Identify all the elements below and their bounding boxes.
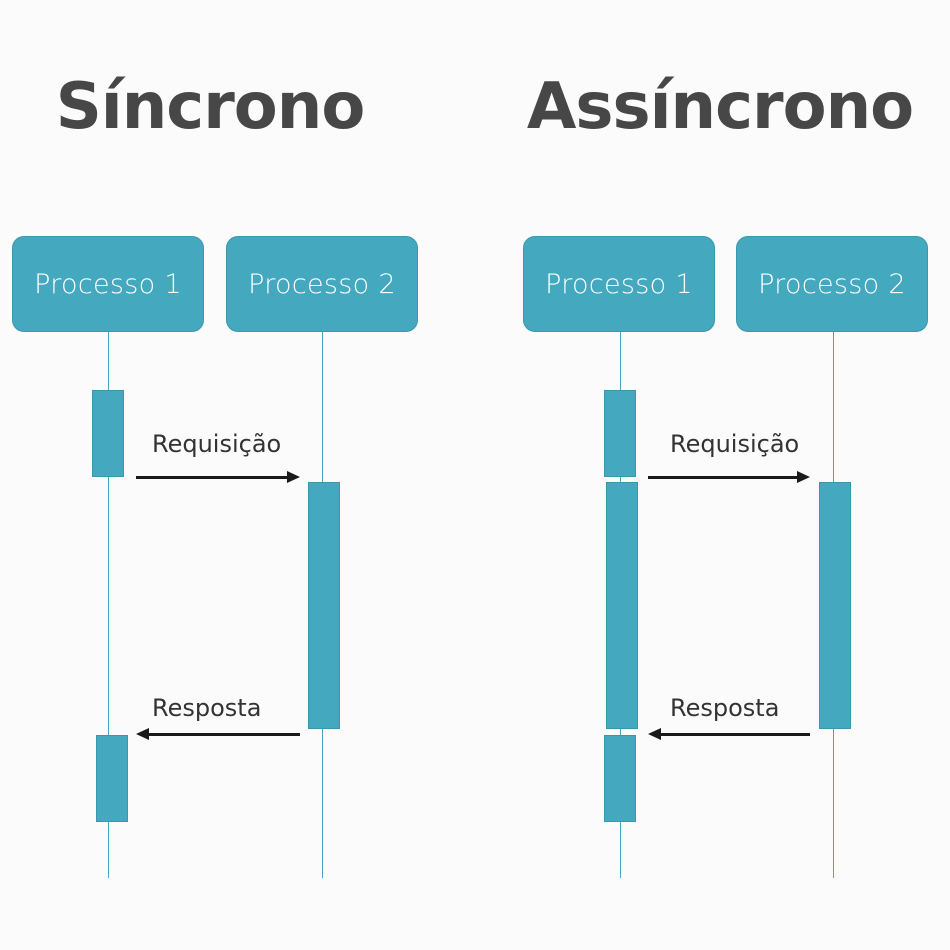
sync-process-1-lifeline <box>108 332 109 878</box>
async-process-1-activation-continuing <box>606 482 638 729</box>
async-process-1-box: Processo 1 <box>523 236 715 332</box>
sync-title: Síncrono <box>55 70 366 144</box>
async-request-label: Requisição <box>670 430 800 458</box>
arrow-head-icon <box>648 728 661 740</box>
async-process-2-activation <box>819 482 851 729</box>
async-process-1-activation-response <box>604 735 636 822</box>
async-request-arrow <box>648 471 810 483</box>
async-response-label: Resposta <box>670 694 780 722</box>
arrow-head-icon <box>136 728 149 740</box>
async-response-arrow <box>648 728 810 740</box>
sync-response-arrow <box>136 728 300 740</box>
async-process-1-activation-request <box>604 390 636 477</box>
arrow-head-icon <box>797 471 810 483</box>
sync-process-1-box: Processo 1 <box>12 236 204 332</box>
sync-process-2-box: Processo 2 <box>226 236 418 332</box>
async-process-2-box: Processo 2 <box>736 236 928 332</box>
sync-process-2-activation <box>308 482 340 729</box>
sync-request-label: Requisição <box>152 430 282 458</box>
sync-response-label: Resposta <box>152 694 262 722</box>
async-title: Assíncrono <box>526 70 914 144</box>
sync-request-arrow <box>136 471 300 483</box>
sync-process-1-activation-request <box>92 390 124 477</box>
arrow-head-icon <box>287 471 300 483</box>
sync-process-1-activation-response <box>96 735 128 822</box>
